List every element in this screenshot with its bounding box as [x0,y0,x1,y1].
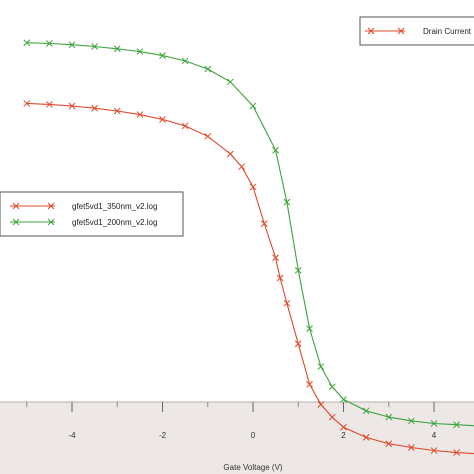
data-point-marker [249,102,257,110]
data-point-marker [204,65,212,73]
data-point-marker [227,150,234,158]
series-350nm [23,100,474,456]
series-layer [23,39,474,456]
legend-marker [47,202,55,210]
data-point-marker [385,413,393,421]
legend-label: gfet5vd1_350nm_v2.log [72,202,157,211]
data-point-marker [306,380,313,388]
legend-label: gfet5vd1_200nm_v2.log [72,218,157,227]
data-point-marker [453,421,460,429]
data-point-marker [181,122,189,130]
series-line [26,42,474,427]
legend-marker [12,218,20,226]
x-tick-label: 2 [341,431,346,440]
data-point-marker [91,104,98,112]
data-point-marker [204,132,212,140]
data-point-marker [283,299,291,307]
data-point-marker [23,39,31,47]
data-point-marker [317,401,325,408]
legend-item-350nm: gfet5vd1_350nm_v2.log [10,202,157,211]
data-point-marker [385,440,393,448]
x-axis-ticks: -4 -2 0 2 4 [26,402,437,440]
data-point-marker [227,78,234,86]
data-point-marker [306,325,313,332]
data-point-marker [340,396,347,403]
x-tick-label: -2 [159,431,167,440]
legend-box [0,191,184,237]
data-point-marker [294,267,302,274]
data-point-marker [362,407,370,415]
data-point-marker [68,102,76,110]
data-point-marker [328,413,336,421]
legend-item-drain-current: Drain Current [365,27,472,36]
x-tick-label: 4 [432,431,437,440]
data-point-marker [294,340,302,348]
data-point-marker [249,183,257,191]
x-tick-label: -4 [68,431,76,440]
data-point-marker [46,40,53,47]
data-point-marker [328,383,336,391]
data-point-marker [136,48,144,55]
data-point-marker [430,420,438,427]
data-point-marker [91,43,98,50]
data-point-marker [23,100,31,107]
legend-marker [367,27,375,35]
data-point-marker [430,447,438,454]
legend-label: Drain Current [423,27,472,36]
legend-marker [397,27,405,35]
x-tick-label: 0 [251,431,256,440]
data-point-marker [68,41,76,49]
legend-marker [47,218,55,226]
data-point-marker [238,163,246,171]
data-point-marker [362,434,370,441]
series-line [26,102,474,455]
data-point-marker [260,220,268,227]
x-axis-band [0,402,474,474]
data-point-marker [272,146,279,154]
data-point-marker [317,363,325,370]
data-point-marker [159,116,166,123]
data-point-marker [453,449,460,456]
data-point-marker [46,101,53,108]
data-point-marker [276,274,284,282]
data-point-marker [340,423,347,431]
data-point-marker [408,444,415,451]
data-point-marker [283,198,291,206]
legend-top-right: Drain Current [359,16,474,46]
data-point-marker [408,417,415,425]
legend-series: gfet5vd1_350nm_v2.log gfet5vd1_200nm_v2.… [0,191,184,237]
data-point-marker [113,45,121,53]
data-point-marker [113,107,121,115]
legend-item-200nm: gfet5vd1_200nm_v2.log [10,218,157,227]
legend-marker [12,202,20,210]
data-point-marker [272,254,279,262]
series-200nm [23,39,474,429]
data-point-marker [159,52,166,59]
data-point-marker [136,111,144,118]
data-point-marker [181,57,189,65]
x-axis-label: Gate Voltage (V) [223,463,282,472]
